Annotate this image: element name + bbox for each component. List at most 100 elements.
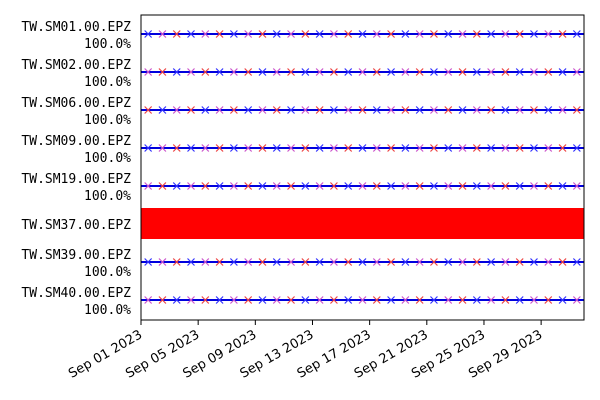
marker-stroke bbox=[358, 258, 367, 266]
segment-marker bbox=[430, 296, 438, 304]
segment-marker bbox=[415, 296, 424, 304]
marker-stroke bbox=[372, 144, 381, 152]
segment-marker bbox=[387, 296, 396, 304]
marker-stroke bbox=[501, 30, 510, 38]
marker-stroke bbox=[358, 68, 367, 76]
series-name-label: TW.SM39.00.EPZ bbox=[21, 248, 131, 263]
segment-marker bbox=[144, 30, 153, 38]
segment-marker bbox=[215, 144, 224, 152]
segment-marker bbox=[187, 106, 195, 114]
series-labels: TW.SM01.00.EPZ 100.0% TW.SM02.00.EPZ 100.0%… bbox=[21, 20, 131, 318]
segment-marker bbox=[358, 30, 367, 38]
marker-stroke bbox=[472, 182, 481, 190]
segment-marker bbox=[172, 30, 181, 38]
segment-marker bbox=[415, 68, 424, 76]
segment-marker bbox=[430, 182, 438, 190]
marker-stroke bbox=[215, 68, 224, 76]
segment-marker bbox=[287, 106, 295, 114]
segment-marker bbox=[515, 106, 524, 114]
segment-marker bbox=[158, 296, 167, 304]
segment-marker bbox=[258, 68, 267, 76]
segment-marker bbox=[258, 144, 267, 152]
marker-stroke bbox=[430, 182, 438, 190]
marker-stroke bbox=[572, 182, 581, 190]
marker-stroke bbox=[329, 30, 338, 38]
marker-stroke bbox=[244, 296, 253, 304]
segment-marker bbox=[258, 182, 267, 190]
marker-stroke bbox=[358, 30, 367, 38]
segment-marker bbox=[572, 30, 581, 38]
marker-stroke bbox=[487, 30, 496, 38]
segment-marker bbox=[344, 144, 353, 152]
marker-stroke bbox=[201, 68, 210, 76]
segment-marker bbox=[187, 30, 195, 38]
marker-stroke bbox=[487, 106, 496, 114]
segment-marker bbox=[272, 296, 281, 304]
marker-stroke bbox=[229, 144, 238, 152]
marker-stroke bbox=[415, 68, 424, 76]
marker-stroke bbox=[215, 296, 224, 304]
marker-stroke bbox=[544, 106, 553, 114]
segment-marker bbox=[244, 106, 253, 114]
marker-stroke bbox=[244, 68, 253, 76]
marker-stroke bbox=[444, 30, 453, 38]
marker-stroke bbox=[301, 30, 310, 38]
segment-marker bbox=[487, 258, 496, 266]
marker-stroke bbox=[144, 296, 153, 304]
marker-stroke bbox=[229, 30, 238, 38]
marker-stroke bbox=[387, 258, 396, 266]
marker-stroke bbox=[344, 182, 353, 190]
marker-stroke bbox=[415, 258, 424, 266]
segment-marker bbox=[501, 258, 510, 266]
marker-stroke bbox=[158, 144, 167, 152]
marker-stroke bbox=[244, 182, 253, 190]
marker-stroke bbox=[572, 258, 581, 266]
segment-marker bbox=[244, 296, 253, 304]
marker-stroke bbox=[172, 106, 181, 114]
segment-marker bbox=[558, 30, 567, 38]
segment-marker bbox=[572, 144, 581, 152]
marker-stroke bbox=[558, 106, 567, 114]
marker-stroke bbox=[501, 258, 510, 266]
segment-marker bbox=[515, 182, 524, 190]
marker-stroke bbox=[329, 68, 338, 76]
marker-stroke bbox=[187, 68, 195, 76]
marker-stroke bbox=[415, 144, 424, 152]
marker-stroke bbox=[544, 68, 553, 76]
marker-stroke bbox=[415, 296, 424, 304]
segment-marker bbox=[272, 68, 281, 76]
marker-stroke bbox=[201, 30, 210, 38]
segment-marker bbox=[530, 106, 538, 114]
marker-stroke bbox=[315, 106, 324, 114]
marker-stroke bbox=[501, 144, 510, 152]
marker-stroke bbox=[187, 182, 195, 190]
segment-marker bbox=[515, 68, 524, 76]
marker-stroke bbox=[472, 258, 481, 266]
segment-marker bbox=[515, 144, 524, 152]
segment-marker bbox=[387, 106, 396, 114]
segment-marker bbox=[201, 30, 210, 38]
marker-stroke bbox=[215, 144, 224, 152]
segment-marker bbox=[287, 144, 295, 152]
segment-marker bbox=[401, 30, 410, 38]
marker-stroke bbox=[530, 106, 538, 114]
segment-marker bbox=[487, 182, 496, 190]
segment-marker bbox=[329, 68, 338, 76]
marker-stroke bbox=[344, 144, 353, 152]
marker-stroke bbox=[344, 296, 353, 304]
segment-marker bbox=[158, 182, 167, 190]
marker-stroke bbox=[144, 182, 153, 190]
segment-marker bbox=[544, 30, 553, 38]
marker-stroke bbox=[544, 144, 553, 152]
segment-marker bbox=[487, 106, 496, 114]
segment-marker bbox=[258, 296, 267, 304]
marker-stroke bbox=[515, 296, 524, 304]
marker-stroke bbox=[558, 68, 567, 76]
marker-stroke bbox=[530, 296, 538, 304]
marker-stroke bbox=[144, 106, 153, 114]
segment-marker bbox=[244, 68, 253, 76]
marker-stroke bbox=[272, 106, 281, 114]
marker-stroke bbox=[472, 30, 481, 38]
